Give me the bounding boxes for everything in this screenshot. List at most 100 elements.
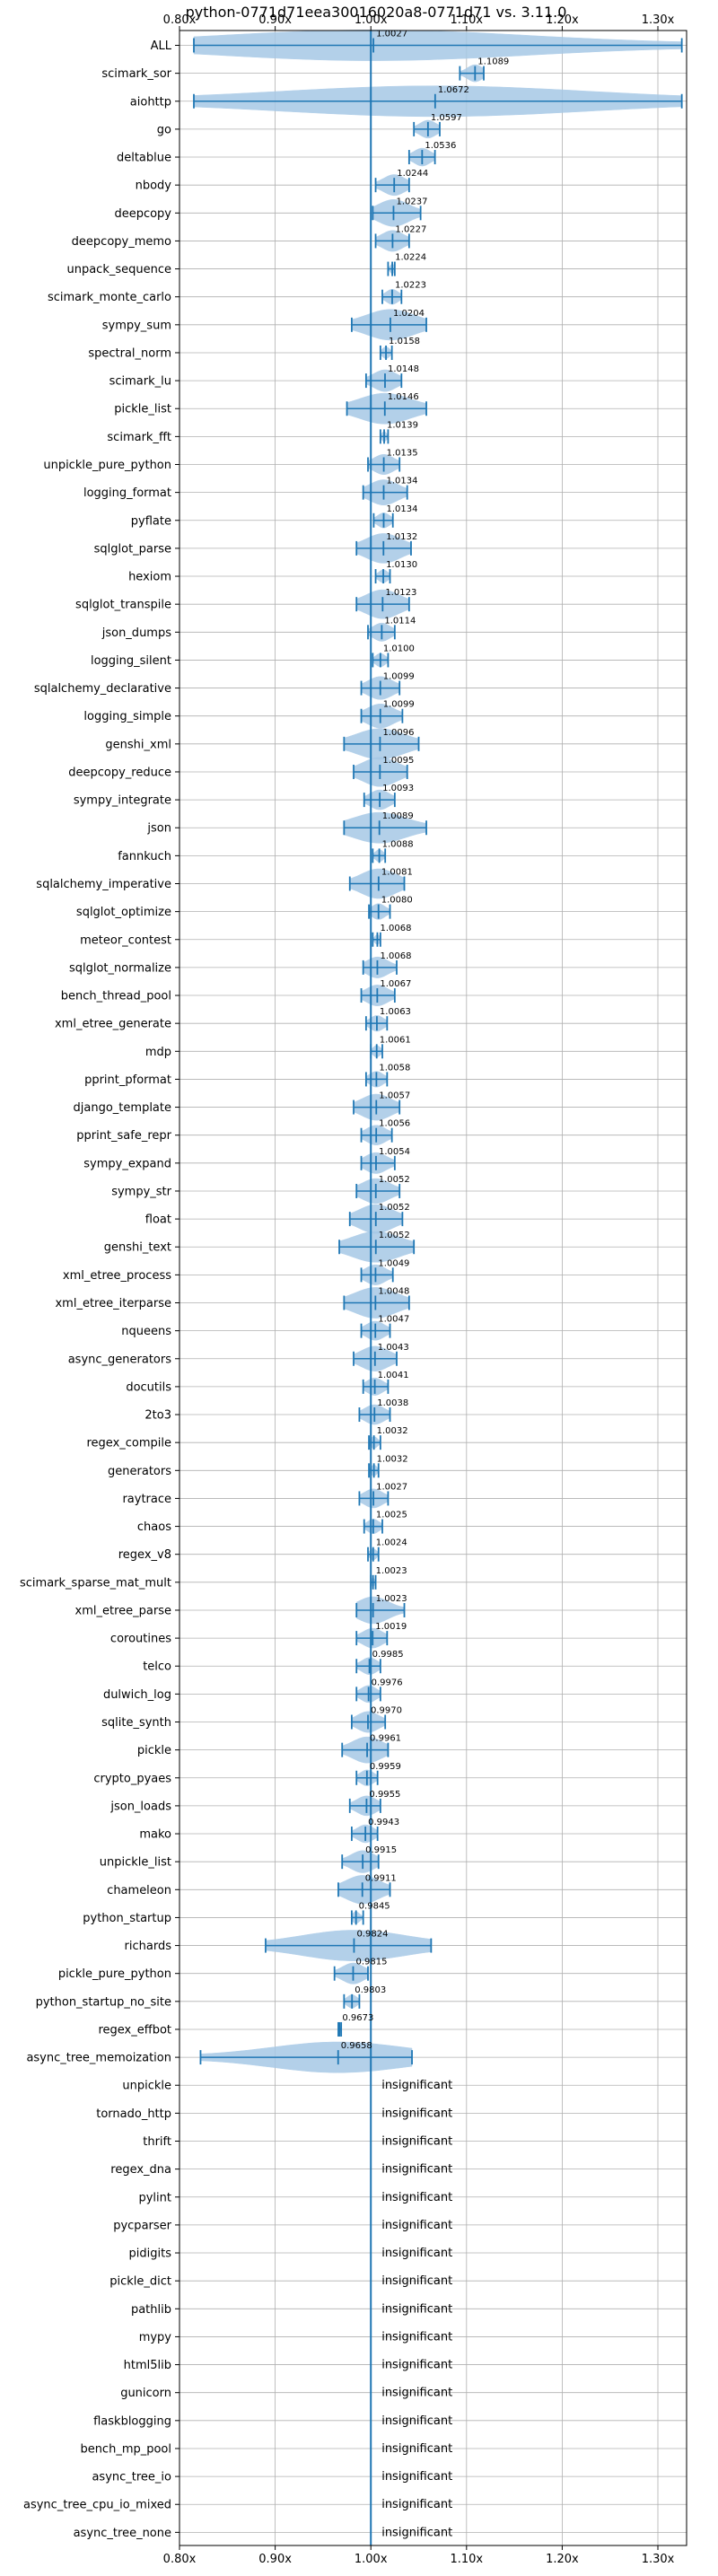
insignificant-label: insignificant [381,2414,452,2428]
value-label: 1.0061 [380,1035,411,1045]
value-label: 1.0244 [397,169,428,179]
benchmark-name: scimark_sparse_mat_mult [20,1576,171,1590]
benchmark-name: bench_thread_pool [61,990,171,1003]
benchmark-name: aiohttp [130,95,171,109]
benchmark-name: pickle_dict [109,2275,171,2289]
benchmark-name: mako [139,1828,171,1842]
benchmark-name: sqlglot_optimize [76,906,171,919]
benchmark-name: float [145,1214,171,1227]
value-label: 0.9911 [365,1873,397,1883]
benchmark-name: html5lib [124,2359,171,2372]
value-label: 0.9824 [356,1930,388,1940]
value-label: 1.0038 [377,1398,408,1408]
benchmark-name: spectral_norm [88,346,171,360]
benchmark-name: scimark_monte_carlo [48,291,171,304]
benchmark-name: scimark_lu [109,375,171,389]
benchmark-name: pickle_pure_python [58,1967,171,1981]
value-label: 0.9955 [369,1790,400,1800]
benchmark-name: deepcopy [114,207,171,221]
benchmark-name: async_tree_none [74,2527,171,2540]
value-label: 1.0100 [383,644,415,653]
top-tick-label: 1.20x [546,13,579,27]
value-label: 1.0148 [388,364,419,374]
benchmark-name: scimark_sor [101,67,171,81]
benchmark-name: sympy_str [111,1185,171,1198]
insignificant-label: insignificant [381,2219,452,2232]
benchmark-name: unpickle_pure_python [43,459,171,472]
benchmark-name: pycparser [113,2219,171,2232]
benchmark-name: django_template [74,1101,171,1115]
value-label: 1.0054 [379,1147,410,1157]
value-label: 0.9970 [371,1706,402,1716]
grid-lines [179,31,687,2545]
benchmark-name: logging_format [83,486,171,500]
benchmark-name: logging_simple [83,710,171,723]
value-label: 1.0093 [382,784,414,793]
value-label: 0.9961 [370,1734,401,1744]
value-label: 1.1089 [477,57,509,67]
insignificant-label: insignificant [381,2498,452,2511]
insignificant-label: insignificant [381,2470,452,2484]
value-label: 1.0067 [380,979,411,989]
insignificant-label: insignificant [381,2191,452,2204]
value-label: 1.0027 [376,1482,407,1492]
benchmark-name: coroutines [110,1633,171,1646]
benchmark-name: pickle_list [114,403,171,416]
benchmark-name: gunicorn [120,2387,171,2400]
benchmark-name: sqlglot_normalize [69,961,171,975]
value-label: 1.0056 [379,1119,410,1129]
value-label: 1.0068 [380,951,411,961]
benchmark-name: unpack_sequence [66,263,171,276]
value-label: 1.0027 [376,30,407,39]
value-label: 1.0089 [382,811,414,821]
benchmark-name: sqlglot_parse [94,542,171,556]
value-labels: 1.0027 1.1089 1.0672 1.0597 1.0536 1.0244 1.02… [341,30,510,2540]
benchmark-name: xml_etree_generate [55,1018,171,1031]
benchmark-name: dulwich_log [103,1688,171,1702]
bottom-tick-label: 0.80x [163,2553,197,2566]
benchmark-name: xml_etree_parse [75,1604,171,1617]
benchmark-name: sqlite_synth [101,1716,171,1730]
benchmark-name: json [146,822,171,836]
value-label: 1.0139 [387,420,418,430]
value-label: 1.0048 [378,1287,409,1297]
top-tick-label: 0.90x [258,13,292,27]
value-label: 1.0135 [387,449,418,459]
benchmark-name: pyflate [131,514,171,528]
benchmark-name: bench_mp_pool [80,2442,171,2456]
benchmark-name: deepcopy_reduce [68,766,171,779]
value-label: 1.0049 [378,1258,409,1268]
benchmark-name: logging_silent [91,654,171,668]
top-tick-label: 1.00x [355,13,388,27]
benchmark-name: regex_dna [110,2163,171,2177]
bottom-tick-label: 1.20x [546,2553,579,2566]
value-label: 1.0099 [383,672,415,682]
value-label: 1.0063 [380,1007,411,1017]
plot-frame [179,30,687,2546]
value-label: 1.0134 [386,504,417,514]
value-label: 1.0047 [378,1315,409,1325]
benchmark-name: regex_v8 [118,1548,171,1562]
benchmark-name: thrift [143,2135,171,2149]
benchmark-name: ALL [151,39,172,53]
benchmark-name: async_tree_memoization [26,2052,171,2065]
benchmark-name: pprint_pformat [84,1073,171,1087]
benchmark-name: regex_effbot [98,2023,171,2037]
benchmark-name: go [157,123,171,136]
benchmark-name: sqlalchemy_declarative [34,682,171,696]
benchmark-name: meteor_contest [80,933,171,947]
value-label: 0.9845 [359,1901,390,1911]
value-label: 0.9658 [341,2041,372,2051]
bottom-tick-label: 1.30x [642,2553,675,2566]
value-label: 1.0132 [386,532,417,542]
value-label: 1.0032 [377,1454,408,1464]
top-tick-label: 1.30x [642,13,675,27]
value-label: 0.9943 [368,1818,399,1827]
value-label: 1.0080 [381,896,413,906]
bottom-tick-label: 0.90x [258,2553,292,2566]
insignificant-label: insignificant [381,2442,452,2456]
benchmark-name: python_startup_no_site [36,1995,171,2009]
value-label: 1.0052 [379,1231,410,1240]
value-label: 1.0227 [395,224,426,234]
benchmark-name: scimark_fft [107,431,171,444]
